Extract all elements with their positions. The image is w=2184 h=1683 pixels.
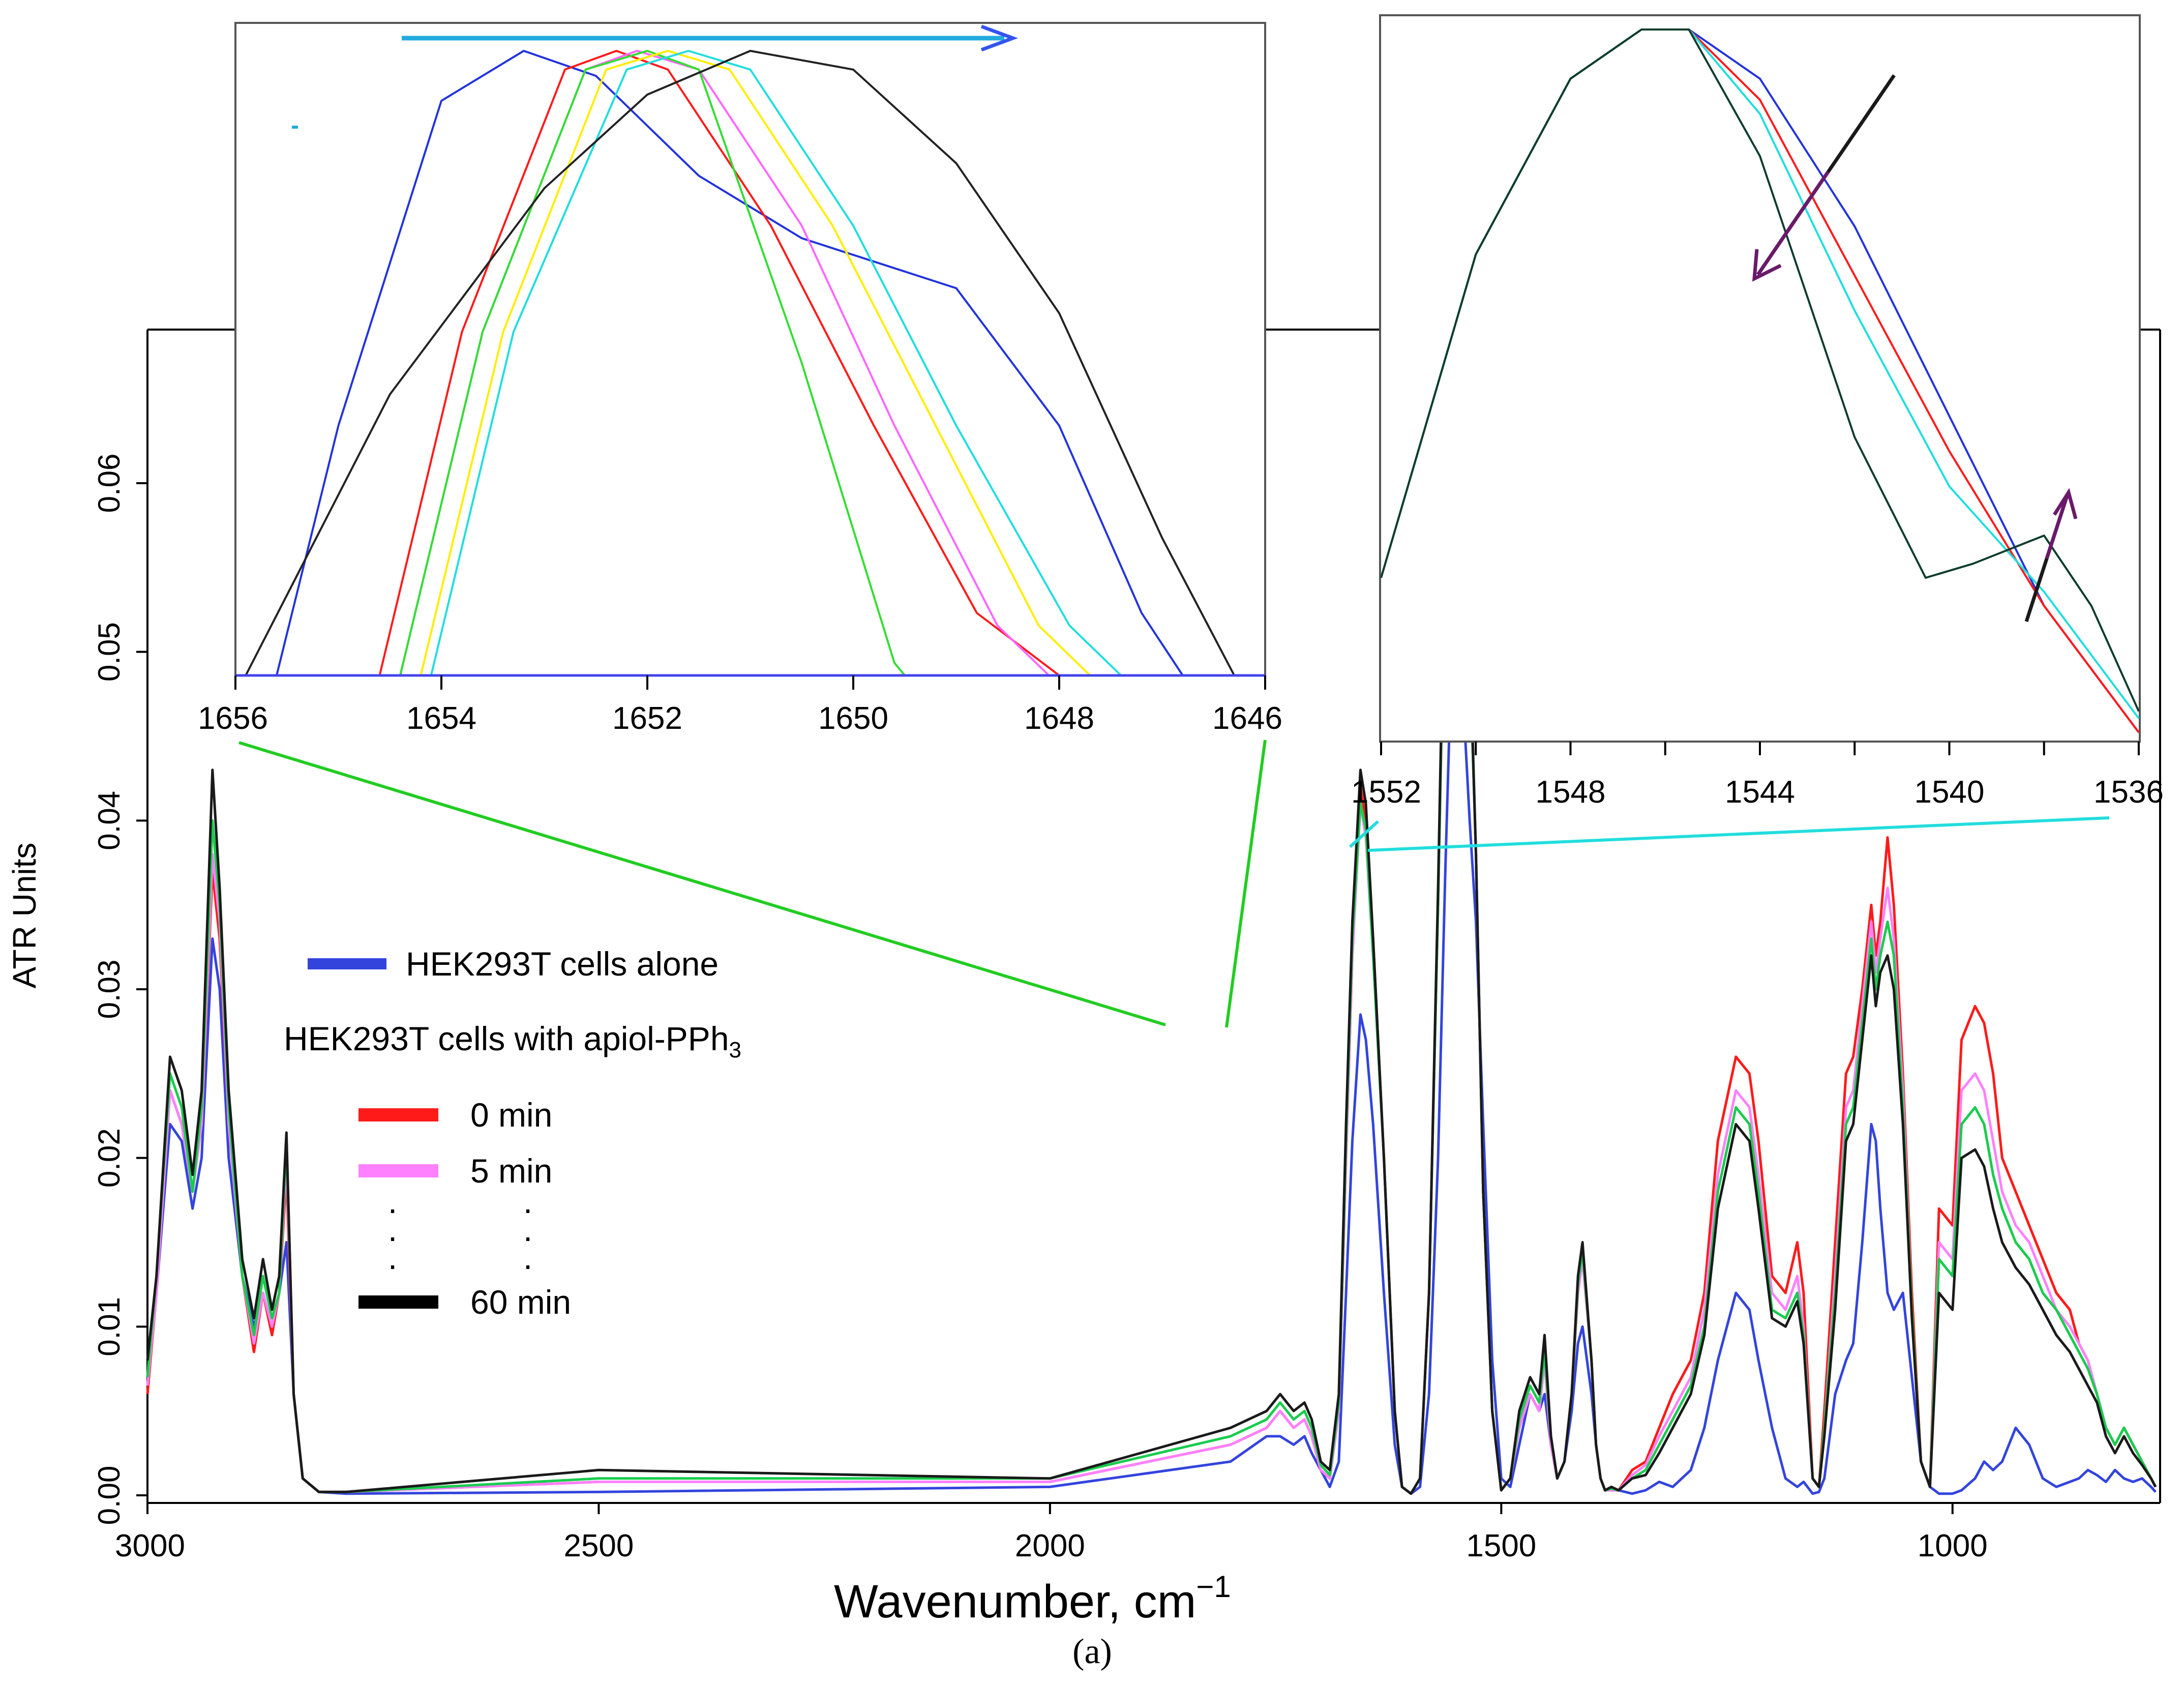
- x-axis-label-superscript: −1: [1196, 1570, 1231, 1604]
- connector-left-2: [1225, 740, 1267, 1028]
- inset-i-tick-label: 1654: [406, 701, 476, 736]
- inset-amide-ii-frame: [1379, 14, 2141, 743]
- x-axis-label-text: Wavenumber, cm: [834, 1576, 1196, 1628]
- legend-with-text: HEK293T cells with apiol-PPh: [284, 1020, 729, 1057]
- y-tick-label: 0.04: [92, 791, 126, 850]
- inset-i-line-60-min: [245, 50, 1236, 676]
- x-tick-label: 3000: [115, 1528, 185, 1563]
- inset-ii-tick-label: 1544: [1725, 775, 1795, 810]
- inset-amide-ii: 1552 1548 1544 1540 1536: [1351, 14, 2164, 810]
- legend-dot: .: [388, 1210, 397, 1248]
- inset-i-tick-label: 1656: [198, 701, 268, 736]
- inset-i-line-t3: [420, 50, 1091, 676]
- inset-i-tick-label: 1650: [818, 701, 888, 736]
- inset-amide-i-ticks: 1656 1654 1652 1650 1648 1646: [198, 675, 1282, 736]
- y-axis-label: ATR Units: [6, 843, 43, 989]
- legend-dot: .: [388, 1238, 397, 1276]
- inset-amide-ii-up-arrow: [2024, 488, 2078, 623]
- legend-dot: .: [523, 1238, 532, 1276]
- legend: HEK293T cells alone HEK293T cells with a…: [284, 945, 741, 1321]
- inset-ii-tick-label: 1536: [2093, 775, 2164, 810]
- inset-ii-tick-label: 1552: [1351, 775, 1421, 810]
- legend-ellipsis-dots: . . . . . .: [388, 1183, 532, 1276]
- inset-i-line-0-min: [378, 50, 1060, 676]
- x-axis-label: Wavenumber, cm−1: [834, 1570, 1231, 1628]
- inset-amide-i: 1656 1654 1652 1650 1648 1646: [198, 22, 1282, 736]
- legend-label-60min: 60 min: [470, 1283, 571, 1321]
- connector-left-1: [238, 741, 1166, 1026]
- inset-connectors: [238, 740, 2110, 1028]
- y-tick-label: 0.06: [92, 454, 126, 513]
- legend-dot: .: [523, 1183, 532, 1220]
- main-series-group: [146, 330, 2157, 1495]
- inset-amide-i-shift-arrow: [402, 24, 1019, 52]
- inset-i-line-t2: [399, 50, 906, 676]
- y-tick-label: 0.00: [92, 1466, 126, 1525]
- inset-i-tick-label: 1652: [612, 701, 682, 736]
- legend-label-0min: 0 min: [470, 1096, 552, 1134]
- connector-right-1: [1349, 820, 1380, 848]
- panel-label: (a): [1072, 1632, 1112, 1671]
- inset-amide-ii-down-arrow: [1752, 74, 1896, 282]
- y-tick-label: 0.03: [92, 960, 126, 1019]
- inset-i-line-t4: [430, 50, 1122, 676]
- connector-right-2: [1367, 816, 2110, 852]
- inset-i-line-hek293t-cells-alone: [276, 50, 1184, 676]
- legend-with-subscript: 3: [729, 1038, 741, 1062]
- inset-amide-i-series: [245, 50, 1236, 676]
- legend-label-cells-alone: HEK293T cells alone: [406, 945, 719, 983]
- inset-ii-tick-label: 1548: [1536, 775, 1606, 810]
- x-tick-label: 2500: [563, 1528, 634, 1563]
- inset-amide-i-speck: [292, 126, 298, 129]
- legend-label-with-compound: HEK293T cells with apiol-PPh3: [284, 1020, 741, 1062]
- y-tick-label: 0.01: [92, 1297, 126, 1356]
- inset-i-tick-label: 1646: [1212, 701, 1282, 736]
- y-tick-label: 0.05: [92, 622, 126, 682]
- x-tick-label: 1500: [1466, 1528, 1536, 1563]
- series-line-60-min: [146, 330, 2157, 1495]
- legend-dot: .: [388, 1183, 397, 1220]
- x-tick-label: 1000: [1918, 1528, 1988, 1563]
- legend-label-5min: 5 min: [470, 1152, 552, 1190]
- legend-dot: .: [523, 1210, 532, 1248]
- y-tick-label: 0.02: [92, 1128, 126, 1188]
- inset-amide-i-frame: [234, 22, 1266, 676]
- y-axis-ticks: 0.00 0.01 0.02 0.03 0.04 0.05 0.06: [92, 454, 147, 1525]
- x-axis-ticks: 3000 2500 2000 1500 1000: [115, 1503, 1988, 1563]
- x-tick-label: 2000: [1015, 1528, 1085, 1563]
- inset-i-tick-label: 1648: [1024, 701, 1094, 736]
- inset-amide-ii-ticks: 1552 1548 1544 1540 1536: [1351, 742, 2164, 810]
- inset-ii-tick-label: 1540: [1914, 775, 1985, 810]
- series-line-hek293t-cells-alone: [146, 625, 2157, 1495]
